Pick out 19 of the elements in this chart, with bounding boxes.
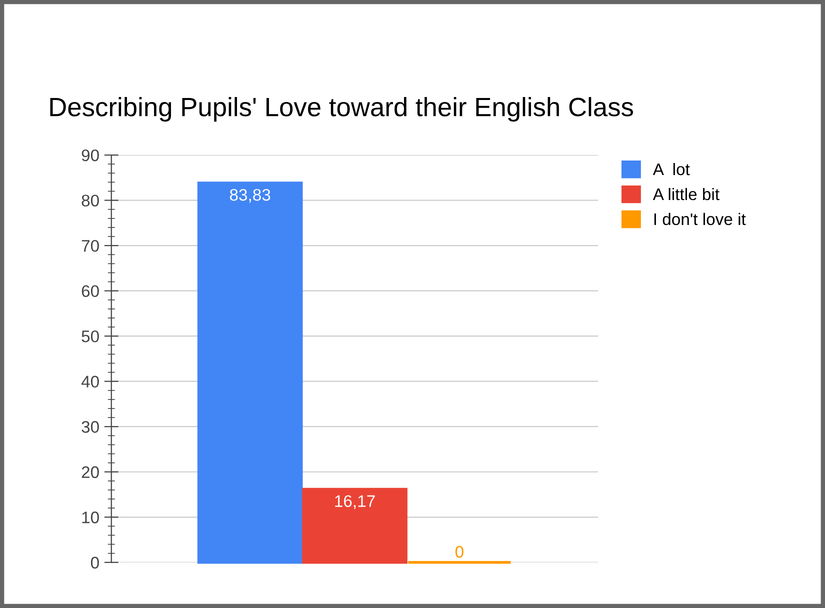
y-tick-label: 10 bbox=[82, 512, 99, 524]
data-label: 83,83 bbox=[230, 188, 270, 203]
y-tick-label: 80 bbox=[82, 194, 99, 207]
bar bbox=[302, 488, 408, 564]
legend-label: A lot bbox=[652, 162, 690, 176]
y-tick-label: 30 bbox=[82, 421, 99, 433]
y-tick-label: 90 bbox=[82, 149, 99, 162]
y-tick-label: 40 bbox=[81, 376, 99, 388]
y-tick-label: 50 bbox=[82, 330, 99, 342]
legend-label: I don't love it bbox=[654, 212, 746, 226]
bar bbox=[197, 182, 303, 564]
legend-label: A little bit bbox=[652, 188, 720, 200]
data-label: 0 bbox=[455, 546, 464, 558]
y-tick-label: 20 bbox=[82, 466, 99, 478]
y-tick-label: 60 bbox=[82, 285, 99, 298]
y-tick-label: 0 bbox=[90, 556, 99, 569]
chart-title: Describing Pupils' Love toward their English Class bbox=[50, 97, 634, 122]
data-label: 16,17 bbox=[335, 495, 375, 509]
y-tick-label: 70 bbox=[82, 240, 99, 252]
